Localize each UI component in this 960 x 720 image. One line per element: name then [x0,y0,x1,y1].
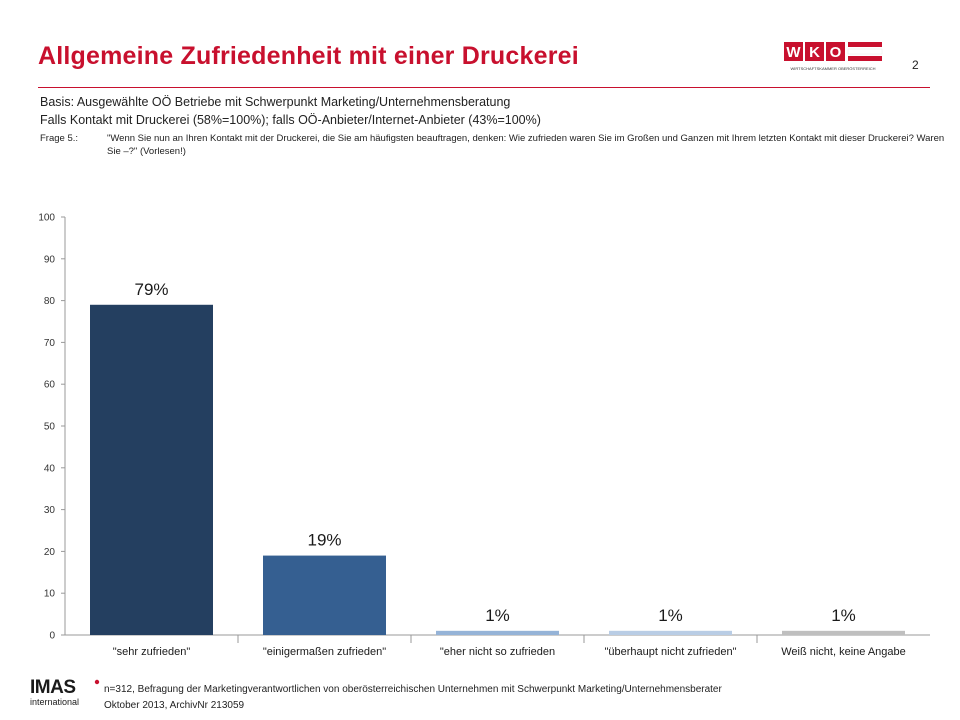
basis-line-1: Basis: Ausgewählte OÖ Betriebe mit Schwe… [40,95,511,109]
svg-text:WIRTSCHAFTSKAMMER OBERÖSTERREI: WIRTSCHAFTSKAMMER OBERÖSTERREICH [790,66,875,71]
y-tick-label: 10 [44,589,56,600]
y-tick-label: 90 [44,254,56,265]
data-label: 1% [658,606,683,625]
x-category-label: "sehr zufrieden" [113,646,191,658]
bar [90,304,213,635]
y-tick-label: 70 [44,338,56,349]
svg-text:O: O [830,44,842,61]
basis-line-2: Falls Kontakt mit Druckerei (58%=100%); … [40,113,541,127]
data-label: 79% [134,280,168,299]
y-tick-label: 30 [44,505,56,516]
bar [436,630,559,635]
x-category-label: "eher nicht so zufrieden [440,646,555,658]
question-label: Frage 5.: [40,133,79,144]
svg-text:W: W [786,44,801,61]
data-label: 1% [485,606,510,625]
data-label: 1% [831,606,856,625]
svg-text:K: K [809,44,820,61]
bar [263,555,386,635]
y-tick-label: 0 [49,631,55,642]
wko-logo: W K O WIRTSCHAFTSKAMMER OBERÖSTERREICH [784,42,883,71]
y-tick-label: 40 [44,463,56,474]
x-category-label: "überhaupt nicht zufrieden" [605,646,737,658]
x-category-label: "einigermaßen zufrieden" [263,646,386,658]
y-tick-label: 100 [38,213,55,224]
svg-text:international: international [30,697,79,707]
bar [609,630,732,635]
y-tick-label: 20 [44,547,56,558]
y-tick-label: 80 [44,296,56,307]
footer-date-archive: Oktober 2013, ArchivNr 213059 [104,700,245,711]
page-number: 2 [912,58,919,72]
footer-sample-info: n=312, Befragung der Marketingverantwort… [104,684,722,695]
question-text: "Wenn Sie nun an Ihren Kontakt mit der D… [107,133,945,157]
y-tick-label: 50 [44,422,56,433]
imas-logo: IMAS international [30,677,100,707]
x-category-label: Weiß nicht, keine Angabe [781,646,906,658]
data-label: 19% [307,531,341,550]
page-title: Allgemeine Zufriedenheit mit einer Druck… [38,42,579,70]
bar [782,630,905,635]
y-tick-label: 60 [44,380,56,391]
header-rule [38,87,930,88]
svg-text:IMAS: IMAS [30,677,76,698]
